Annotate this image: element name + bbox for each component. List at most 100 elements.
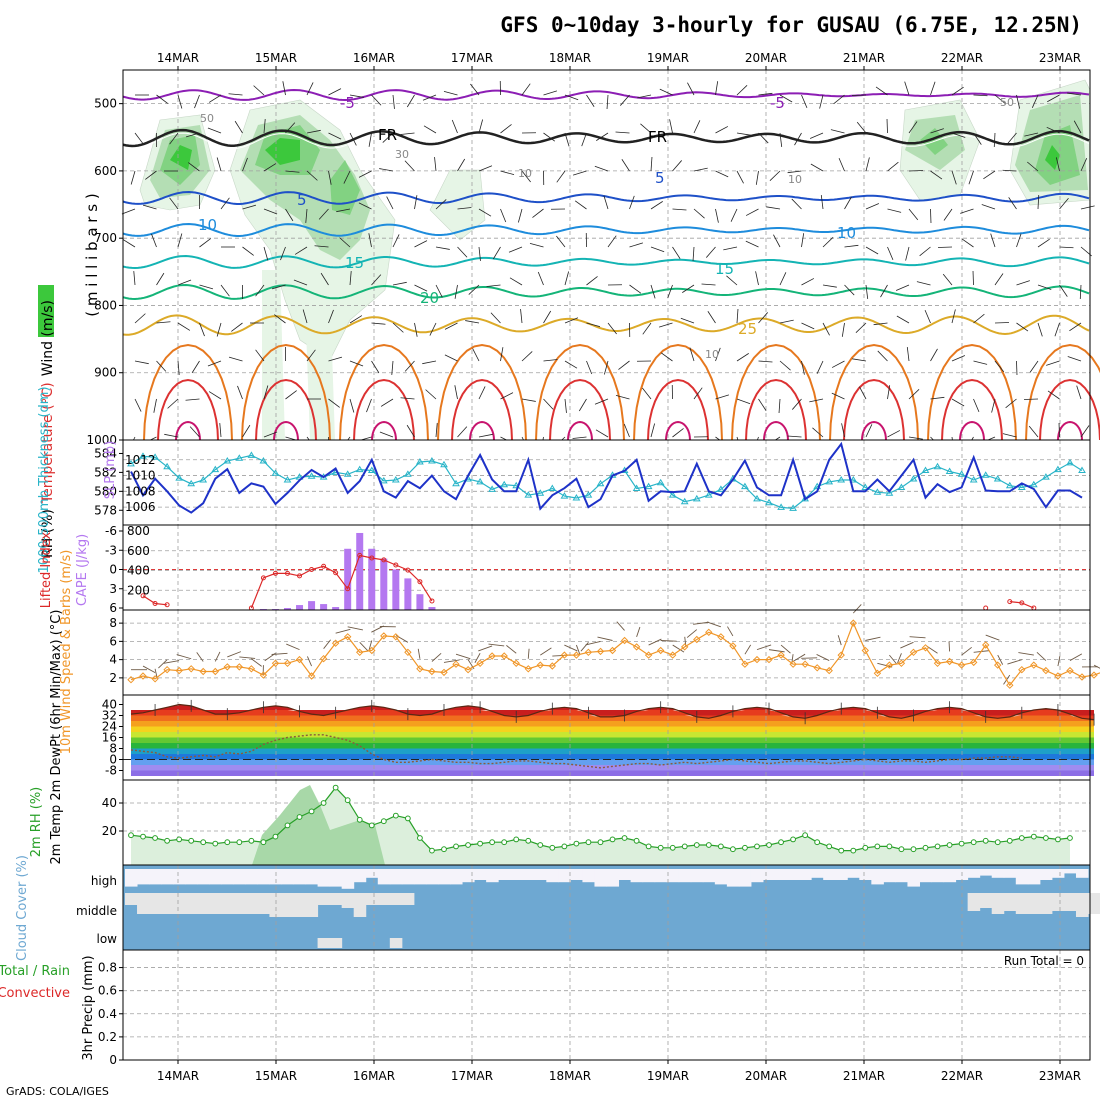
upper-wind-barb (391, 360, 394, 375)
upper-wind-barb (672, 160, 682, 172)
thickness-marker (1042, 473, 1050, 480)
thickness-marker (404, 470, 412, 477)
cloud-gap (257, 893, 270, 914)
upper-wind-barb (414, 195, 418, 210)
upper-wind-barb (961, 238, 974, 248)
wind10m-barb (877, 662, 893, 668)
rh2m-marker (272, 833, 279, 840)
precip-tick: 0 (109, 1053, 117, 1067)
rh2m-marker (308, 808, 315, 815)
wind10m-marker (620, 636, 629, 645)
wind10m-barb (648, 638, 662, 646)
upper-wind-barb (434, 157, 437, 172)
upper-wind-barb (715, 170, 729, 178)
lifted-index-tick: -3 (105, 543, 117, 557)
upper-wind-barb (207, 360, 222, 367)
upper-wind-barb (650, 157, 653, 172)
upper-wind-barb (564, 398, 567, 413)
upper-wind-barb (349, 360, 364, 367)
cloud-gap (1003, 893, 1017, 911)
upper-wind-barb (715, 394, 730, 400)
upper-wind-barb (465, 320, 480, 324)
upper-wind-barb (603, 195, 609, 210)
isotherm-lobe (941, 378, 1003, 441)
cloud-gap (546, 869, 559, 883)
rh2m-marker (332, 784, 339, 791)
upper-wind-barb (318, 208, 329, 220)
upper-wind-barb (672, 428, 684, 438)
cloud-gap (233, 869, 246, 885)
upper-air-annotation: FR (378, 126, 397, 144)
cloud-gap (209, 869, 222, 885)
upper-pressure-tick: 500 (94, 97, 117, 111)
upper-wind-barb (1037, 284, 1052, 290)
upper-wind-barb (199, 238, 211, 248)
cloud-gap (762, 869, 776, 880)
temp-color-band (131, 759, 1094, 765)
upper-wind-barb (543, 310, 552, 324)
wind10m-marker (753, 655, 761, 664)
upper-wind-barb (606, 94, 609, 109)
upper-wind-barb (185, 398, 200, 401)
upper-wind-barb (1059, 198, 1069, 210)
upper-wind-barb (960, 208, 974, 214)
upper-wind-barb (169, 132, 179, 145)
upper-wind-barb (693, 208, 705, 219)
upper-wind-barb (755, 271, 759, 286)
upper-wind-barb (856, 121, 867, 134)
upper-wind-barb (145, 170, 157, 180)
wind10m-barb (323, 639, 331, 649)
upper-wind-barb (930, 128, 944, 134)
lifted-index-marker (417, 579, 423, 585)
upper-air-annotation: 15 (345, 254, 364, 272)
upper-wind-barb (629, 284, 642, 294)
upper-wind-barb (715, 347, 721, 362)
cloud-gap (1063, 869, 1077, 874)
rh2m-marker (946, 842, 953, 848)
thickness-marker (909, 475, 918, 482)
upper-wind-barb (973, 313, 985, 324)
upper-air-annotation: 20 (420, 289, 439, 307)
thickness-marker (753, 494, 761, 502)
cloud-gap (859, 869, 872, 880)
upper-wind-barb (787, 170, 802, 174)
cloud-gap (257, 869, 270, 885)
upper-wind-barb (766, 206, 781, 210)
upper-wind-barb (820, 195, 824, 210)
wind10m-barb (443, 659, 460, 663)
upper-wind-barb (650, 201, 663, 210)
thickness-marker (969, 476, 978, 483)
wind10m-barb (900, 641, 914, 649)
upper-wind-barb (371, 360, 380, 374)
upper-wind-barb (693, 387, 703, 400)
upper-wind-barb (779, 360, 791, 371)
upper-wind-barb (1037, 194, 1040, 210)
wind10m-barb (163, 660, 180, 664)
wind10m-marker (1030, 661, 1038, 669)
upper-wind-barb (801, 322, 815, 330)
cape-tick: 200 (127, 583, 150, 597)
thickness-marker (536, 489, 545, 496)
upper-wind-barb (594, 398, 609, 405)
wind10m-barb (251, 658, 262, 667)
upper-wind-barb (801, 94, 808, 109)
cloud-gap (1051, 893, 1065, 911)
rh2m-marker (1067, 835, 1073, 841)
upper-wind-barb (400, 397, 415, 400)
upper-wind-barb (454, 284, 458, 299)
upper-wind-barb (951, 132, 966, 138)
upper-wind-barb (642, 387, 652, 400)
wind10m-marker (404, 648, 412, 657)
upper-wind-barb (242, 157, 248, 172)
wind10m-marker (1042, 666, 1050, 675)
upper-wind-barb (177, 233, 183, 248)
upper-wind-barb (672, 246, 681, 259)
upper-wind-barb (620, 94, 630, 106)
thickness-marker (921, 466, 930, 473)
thickness-marker (1066, 458, 1074, 466)
rh2m-marker (898, 846, 905, 853)
upper-wind-barb (423, 125, 437, 134)
upper-wind-barb (844, 196, 852, 210)
upper-wind-barb (1005, 398, 1017, 409)
cloud-gap (474, 869, 487, 880)
